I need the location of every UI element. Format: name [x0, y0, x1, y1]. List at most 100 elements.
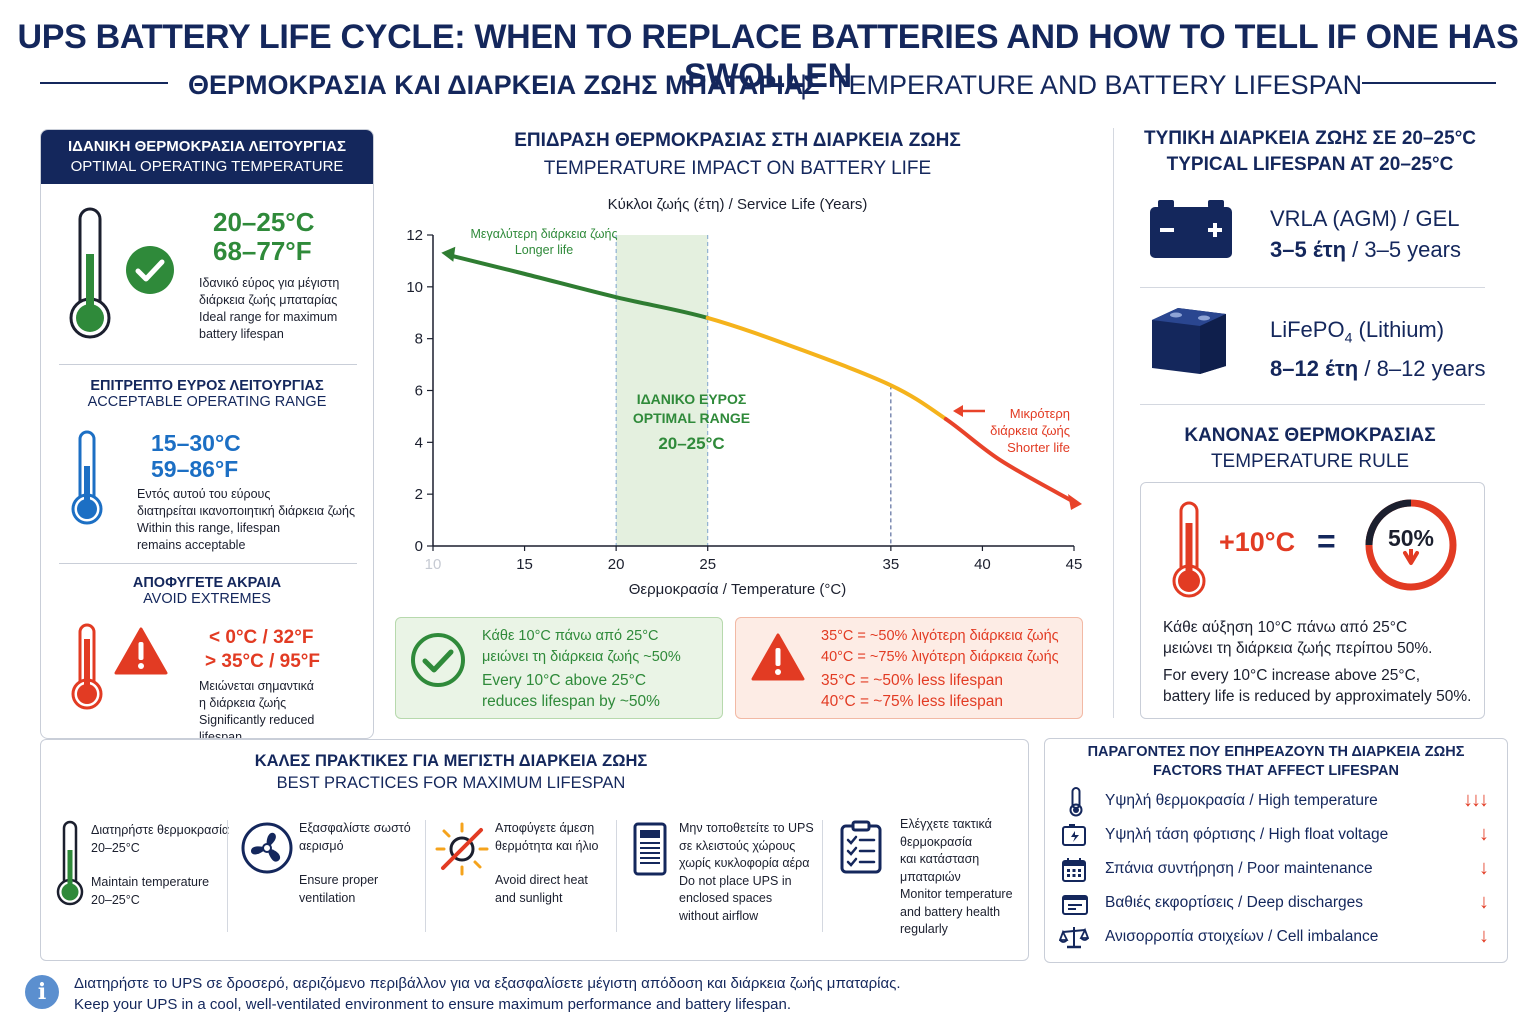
subtitle-english: TEMPERATURE AND BATTERY LIFESPAN — [832, 70, 1363, 100]
factor-label: Υψηλή τάση φόρτισης / High float voltage — [1105, 826, 1389, 843]
rule-percent: 50% — [1387, 525, 1435, 551]
divider — [616, 820, 617, 932]
shorter-life-annotation: Μικρότερη διάρκεια ζωής Shorter life — [976, 405, 1070, 456]
lithium-battery-icon — [1152, 308, 1226, 374]
extreme-low: < 0°C / 32°F — [209, 627, 314, 648]
bp-item-2-line-3: Avoid direct heat — [495, 873, 588, 887]
thermometer-icon — [56, 820, 84, 906]
thermometer-icon — [1069, 787, 1083, 817]
acceptable-title-en: ACCEPTABLE OPERATING RANGE — [87, 394, 327, 410]
band-label-en: OPTIMAL RANGE — [632, 410, 751, 426]
check-circle-outline-icon — [411, 633, 465, 687]
longer-life-gr: Μεγαλύτερη διάρκεια ζωής — [470, 227, 618, 241]
band-label-range: 20–25°C — [658, 434, 725, 453]
rule-en: For every 10°C increase above 25°C, batt… — [1163, 665, 1471, 707]
bp-item-3-line-1: σε κλειστούς χώρους — [679, 838, 796, 853]
acceptable-desc-en-1: Within this range, lifespan — [137, 521, 281, 535]
bp-item-0-line-3: Maintain temperature — [91, 875, 210, 889]
red-info-gr: 35°C = ~50% λιγότερη διάρκεια ζωής 40°C … — [821, 626, 1059, 668]
divider — [425, 820, 426, 932]
rule-gr-1: Κάθε αύξηση 10°C πάνω από 25°C — [1163, 619, 1408, 636]
shorter-life-arrowhead — [1068, 493, 1082, 510]
divider — [1140, 287, 1485, 288]
optimal-temperature-panel: ΙΔΑΝΙΚΗ ΘΕΡΜΟΚΡΑΣΙΑ ΛΕΙΤΟΥΡΓΙΑΣ OPTIMAL … — [40, 129, 374, 739]
x-tick-label: 25 — [699, 556, 716, 573]
info-icon: i — [25, 975, 59, 1009]
red-info-en-1: 35°C = ~50% less lifespan — [821, 672, 1003, 689]
vrla-years-gr: 3–5 έτη — [1270, 237, 1347, 262]
optimal-desc-en-2: battery lifespan — [199, 327, 284, 341]
bp-item-0-line-1: 20–25°C — [91, 840, 140, 855]
extremes-desc-en-1: Significantly reduced — [199, 713, 315, 727]
warning-triangle-icon — [114, 627, 168, 675]
green-info-box: Κάθε 10°C πάνω από 25°C μειώνει τη διάρκ… — [395, 617, 723, 719]
vrla-name: VRLA (AGM) / GEL — [1270, 206, 1460, 231]
x-tick-label: 40 — [974, 556, 991, 573]
bp-item-1: Εξασφαλίστε σωστό αερισμό Ensure proper … — [299, 820, 411, 907]
bp-item-3-line-3: Do not place UPS in — [679, 873, 792, 888]
optimal-fahrenheit: 68–77°F — [213, 236, 312, 266]
acceptable-fahrenheit: 59–86°F — [151, 456, 239, 482]
typical-title-gr: ΤΥΠΙΚΗ ΔΙΑΡΚΕΙΑ ΖΩΗΣ ΣΕ 20–25°C — [1143, 128, 1477, 149]
chart-x-axis-label: Θερμοκρασία / Temperature (°C) — [628, 581, 847, 598]
acceptable-desc-gr-1: Εντός αυτού του εύρους — [137, 487, 271, 501]
typical-lifespan-title: ΤΥΠΙΚΗ ΔΙΑΡΚΕΙΑ ΖΩΗΣ ΣΕ 20–25°C TYPICAL … — [1130, 128, 1490, 176]
shorter-life-gr-1: Μικρότερη — [1009, 406, 1070, 421]
rule-en-2: battery life is reduced by approximately… — [1163, 688, 1472, 705]
rule-gr-2: μειώνει τη διάρκεια ζωής περίπου 50%. — [1163, 640, 1433, 657]
factor-arrows: ↓ — [1479, 925, 1489, 947]
optimal-temperature-header-gr: ΙΔΑΝΙΚΗ ΘΕΡΜΟΚΡΑΣΙΑ ΛΕΙΤΟΥΡΓΙΑΣ — [68, 138, 346, 155]
y-tick-label: 10 — [406, 279, 423, 296]
bp-item-4-line-2: και κατάσταση — [900, 852, 980, 866]
series-line-hot — [943, 417, 1076, 504]
rule-en-1: For every 10°C increase above 25°C, — [1163, 667, 1421, 684]
shorter-life-en: Shorter life — [1007, 440, 1070, 455]
extremes-desc-en-2: lifespan — [199, 730, 243, 739]
divider — [227, 820, 228, 932]
green-info-en-1: Every 10°C above 25°C — [482, 672, 647, 689]
chart-title-en: TEMPERATURE IMPACT ON BATTERY LIFE — [543, 158, 932, 179]
rule-gr: Κάθε αύξηση 10°C πάνω από 25°C μειώνει τ… — [1163, 617, 1432, 659]
subtitle-separator: | — [800, 70, 808, 100]
extremes-title-gr: ΑΠΟΦΥΓΕΤΕ ΑΚΡΑΙΑ — [132, 575, 282, 591]
charger-icon — [1062, 824, 1086, 846]
temperature-life-chart: 0 2 4 6 8 10 12 10 15 20 25 35 40 45 — [406, 227, 1082, 573]
longer-life-arrowhead — [441, 246, 456, 262]
red-info-box: 35°C = ~50% λιγότερη διάρκεια ζωής 40°C … — [735, 617, 1083, 719]
shorter-life-pointer-head — [953, 405, 963, 417]
green-info-gr: Κάθε 10°C πάνω από 25°C μειώνει τη διάρκ… — [482, 626, 681, 668]
acceptable-desc-en-2: remains acceptable — [137, 538, 246, 552]
rule-equals: = — [1317, 523, 1336, 559]
bp-item-1-line-1: αερισμό — [299, 838, 344, 853]
bp-item-3: Μην τοποθετείτε το UPS σε κλειστούς χώρο… — [679, 820, 814, 925]
rule-delta: +10°C — [1219, 527, 1296, 557]
factor-arrows: ↓↓↓ — [1463, 789, 1489, 811]
vrla-years-en: / 3–5 years — [1352, 237, 1461, 262]
chart-y-axis-label: Κύκλοι ζωής (έτη) / Service Life (Years) — [607, 196, 868, 213]
acceptable-description: Εντός αυτού του εύρους διατηρείται ικανο… — [137, 486, 355, 554]
acceptable-celsius: 15–30°C — [151, 430, 241, 456]
factor-label: Ανισορροπία στοιχείων / Cell imbalance — [1105, 928, 1379, 945]
x-tick-label: 35 — [883, 556, 900, 573]
vrla-lifespan: VRLA (AGM) / GEL 3–5 έτη / 3–5 years — [1270, 203, 1461, 265]
no-sun-icon — [435, 822, 489, 876]
optimal-temperature-header: ΙΔΑΝΙΚΗ ΘΕΡΜΟΚΡΑΣΙΑ ΛΕΙΤΟΥΡΓΙΑΣ OPTIMAL … — [41, 130, 373, 184]
bp-item-2: Αποφύγετε άμεση θερμότητα και ήλιο Avoid… — [495, 820, 598, 907]
factor-arrows: ↓ — [1479, 891, 1489, 913]
green-info-en-2: reduces lifespan by ~50% — [482, 693, 660, 710]
series-line-cool — [449, 253, 710, 320]
rule-title-gr: ΚΑΝΟΝΑΣ ΘΕΡΜΟΚΡΑΣΙΑΣ — [1184, 425, 1436, 446]
factor-row: Βαθιές εκφορτίσεις / Deep discharges ↓ — [1059, 889, 1495, 919]
factor-arrows: ↓ — [1479, 823, 1489, 845]
factor-row: Υψηλή τάση φόρτισης / High float voltage… — [1059, 821, 1495, 851]
checklist-icon — [840, 820, 882, 874]
factors-title-gr: ΠΑΡΑΓΟΝΤΕΣ ΠΟΥ ΕΠΗΡΕΑΖΟΥΝ ΤΗ ΔΙΑΡΚΕΙΑ ΖΩ… — [1087, 744, 1465, 760]
bp-item-0-line-4: 20–25°C — [91, 892, 140, 907]
optimal-range-band — [616, 235, 708, 546]
red-info-gr-1: 35°C = ~50% λιγότερη διάρκεια ζωής — [821, 628, 1059, 644]
y-tick-label: 4 — [415, 434, 423, 451]
bp-item-3-line-5: without airflow — [679, 908, 759, 923]
series-line-warm — [705, 315, 948, 422]
bp-item-2-line-1: θερμότητα και ήλιο — [495, 838, 599, 853]
best-practices-title: ΚΑΛΕΣ ΠΡΑΚΤΙΚΕΣ ΓΙΑ ΜΕΓΙΣΤΗ ΔΙΑΡΚΕΙΑ ΖΩΗ… — [41, 752, 861, 793]
